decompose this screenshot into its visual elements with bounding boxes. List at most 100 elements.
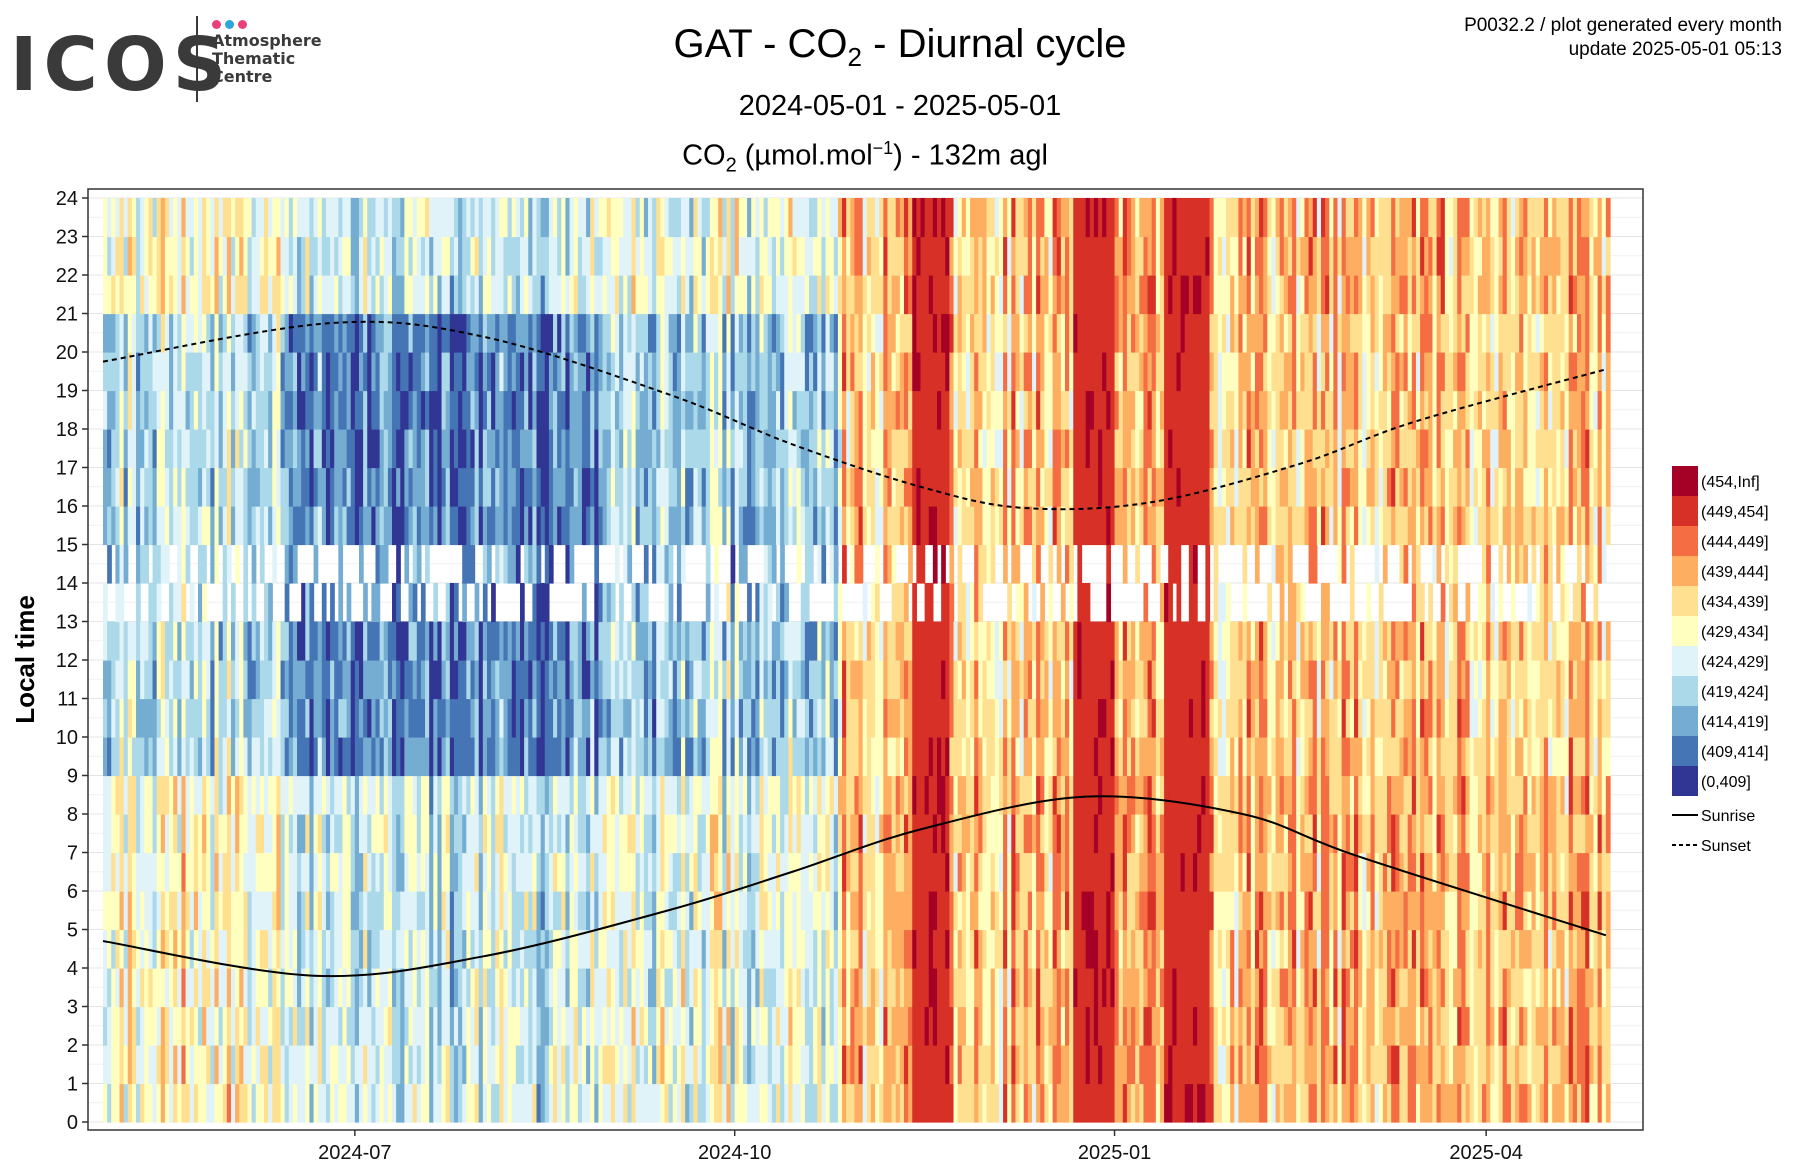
- heatmap-cell: [181, 275, 187, 315]
- heatmap-cell: [978, 929, 984, 969]
- heatmap-cell: [775, 1006, 781, 1046]
- heatmap-cell: [247, 1006, 253, 1046]
- heatmap-cell: [932, 1045, 938, 1085]
- heatmap-cell: [722, 891, 728, 931]
- heatmap-cell: [148, 467, 154, 507]
- heatmap-cell: [586, 660, 591, 700]
- heatmap-cell: [903, 929, 909, 969]
- heatmap-cell: [858, 1006, 864, 1046]
- heatmap-cell: [767, 429, 773, 469]
- heatmap-cell: [222, 698, 228, 738]
- heatmap-cell: [383, 968, 389, 1008]
- heatmap-cell: [540, 236, 546, 276]
- heatmap-cell: [342, 1045, 348, 1085]
- heatmap-cell: [511, 968, 517, 1008]
- heatmap-cell: [916, 968, 922, 1008]
- heatmap-cell: [738, 544, 744, 584]
- heatmap-cell: [557, 506, 562, 546]
- heatmap-cell: [796, 621, 802, 661]
- heatmap-cell: [301, 621, 306, 661]
- heatmap-cell: [821, 737, 827, 777]
- heatmap-cell: [689, 275, 695, 315]
- heatmap-cell: [309, 698, 315, 738]
- heatmap-cell: [255, 737, 261, 777]
- heatmap-cell: [850, 968, 856, 1008]
- heatmap-cell: [705, 660, 711, 700]
- heatmap-cell: [185, 390, 191, 430]
- heatmap-cell: [338, 506, 344, 546]
- heatmap-cell: [895, 737, 901, 777]
- heatmap-cell: [462, 1083, 467, 1123]
- heatmap-cell: [202, 583, 207, 623]
- unit-post: ) - 132m agl: [893, 139, 1048, 172]
- heatmap-cell: [899, 891, 905, 931]
- heatmap-cell: [486, 198, 492, 238]
- heatmap-cell: [586, 737, 591, 777]
- heatmap-cell: [862, 698, 868, 738]
- heatmap-cell: [408, 583, 414, 623]
- heatmap-cell: [131, 467, 137, 507]
- heatmap-cell: [891, 621, 897, 661]
- heatmap-cell: [648, 929, 653, 969]
- heatmap-cell: [301, 583, 306, 623]
- heatmap-cell: [553, 660, 558, 700]
- heatmap-cell: [119, 198, 125, 238]
- heatmap-cell: [643, 506, 649, 546]
- heatmap-cell: [544, 660, 550, 700]
- heatmap-cell: [643, 814, 649, 854]
- heatmap-cell: [148, 352, 154, 392]
- heatmap-cell: [429, 313, 434, 353]
- heatmap-cell: [325, 506, 331, 546]
- heatmap-cell: [367, 236, 372, 276]
- heatmap-cell: [243, 621, 249, 661]
- heatmap-cell: [478, 1083, 484, 1123]
- heatmap-cell: [970, 814, 975, 854]
- heatmap-cell: [718, 1083, 723, 1123]
- heatmap-cell: [672, 891, 678, 931]
- heatmap-cell: [169, 390, 174, 430]
- heatmap-cell: [189, 583, 195, 623]
- heatmap-cell: [738, 506, 744, 546]
- heatmap-cell: [755, 621, 761, 661]
- heatmap-cell: [763, 891, 769, 931]
- heatmap-cell: [676, 313, 682, 353]
- heatmap-cell: [751, 429, 756, 469]
- heatmap-cell: [767, 775, 773, 815]
- heatmap-cell: [965, 236, 971, 276]
- heatmap-cell: [239, 814, 244, 854]
- heatmap-cell: [557, 660, 562, 700]
- heatmap-cell: [817, 968, 823, 1008]
- heatmap-cell: [115, 390, 121, 430]
- heatmap-cell: [544, 775, 550, 815]
- heatmap-cell: [466, 198, 472, 238]
- heatmap-cell: [763, 814, 769, 854]
- heatmap-cell: [458, 621, 463, 661]
- heatmap-cell: [412, 621, 418, 661]
- heatmap-cell: [350, 313, 356, 353]
- heatmap-cell: [503, 236, 509, 276]
- heatmap-cell: [639, 1045, 645, 1085]
- heatmap-cell: [284, 737, 290, 777]
- heatmap-cell: [602, 1006, 608, 1046]
- heatmap-cell: [342, 467, 348, 507]
- heatmap-cell: [870, 698, 876, 738]
- heatmap-cell: [763, 1045, 769, 1085]
- heatmap-cell: [796, 1006, 802, 1046]
- heatmap-cell: [226, 737, 232, 777]
- heatmap-cell: [982, 313, 988, 353]
- heatmap-cell: [321, 660, 327, 700]
- heatmap-cell: [738, 1006, 744, 1046]
- heatmap-cell: [511, 814, 517, 854]
- heatmap-cell: [206, 852, 211, 892]
- heatmap-cell: [912, 891, 917, 931]
- heatmap-cell: [912, 1045, 917, 1085]
- heatmap-cell: [689, 506, 695, 546]
- heatmap-cell: [420, 737, 426, 777]
- heatmap-cell: [553, 698, 558, 738]
- heatmap-cell: [412, 506, 418, 546]
- heatmap-cell: [152, 275, 158, 315]
- heatmap-cell: [685, 467, 690, 507]
- heatmap-cell: [375, 275, 381, 315]
- heatmap-cell: [371, 313, 377, 353]
- heatmap-cell: [676, 929, 682, 969]
